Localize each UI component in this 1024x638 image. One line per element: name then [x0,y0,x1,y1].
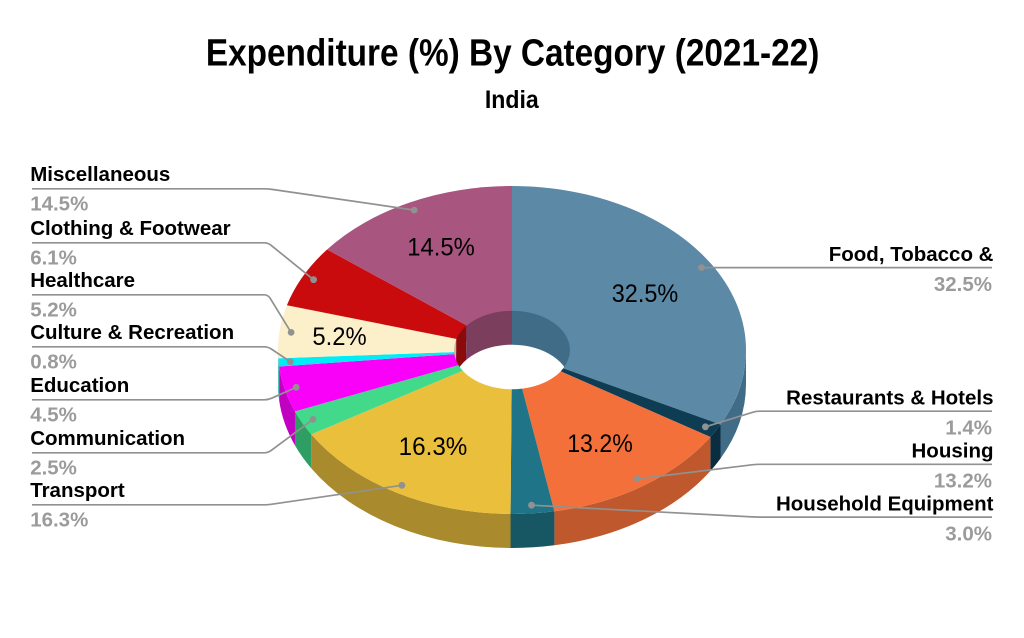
svg-text:4.5%: 4.5% [30,404,77,427]
svg-text:Transport: Transport [30,479,125,502]
svg-text:32.5%: 32.5% [612,280,679,308]
svg-text:14.5%: 14.5% [407,234,475,262]
svg-text:Clothing & Footwear: Clothing & Footwear [30,217,230,240]
svg-text:14.5%: 14.5% [30,193,88,216]
svg-text:Housing: Housing [912,440,994,463]
svg-text:5.2%: 5.2% [30,299,77,322]
svg-text:16.3%: 16.3% [30,509,88,532]
svg-text:3.0%: 3.0% [945,522,992,545]
svg-text:2.5%: 2.5% [30,457,77,480]
svg-text:India: India [485,86,540,114]
svg-text:Culture & Recreation: Culture & Recreation [30,321,234,344]
svg-text:1.4%: 1.4% [945,416,992,439]
svg-text:6.1%: 6.1% [30,247,77,270]
svg-text:5.2%: 5.2% [312,323,366,351]
svg-text:Communication: Communication [30,427,185,450]
svg-text:Restaurants & Hotels: Restaurants & Hotels [786,387,993,410]
svg-text:Expenditure (%) By Category (2: Expenditure (%) By Category (2021-22) [206,33,820,75]
svg-text:16.3%: 16.3% [399,433,468,461]
svg-text:13.2%: 13.2% [567,430,633,458]
svg-text:32.5%: 32.5% [934,273,992,296]
svg-text:Miscellaneous: Miscellaneous [30,163,170,186]
svg-text:Household Equipment: Household Equipment [776,493,994,516]
svg-text:Healthcare: Healthcare [30,269,135,292]
svg-text:Food, Tobacco &: Food, Tobacco & [829,243,994,266]
svg-text:Education: Education [30,374,129,397]
svg-text:0.8%: 0.8% [30,351,77,374]
svg-text:13.2%: 13.2% [934,470,992,493]
